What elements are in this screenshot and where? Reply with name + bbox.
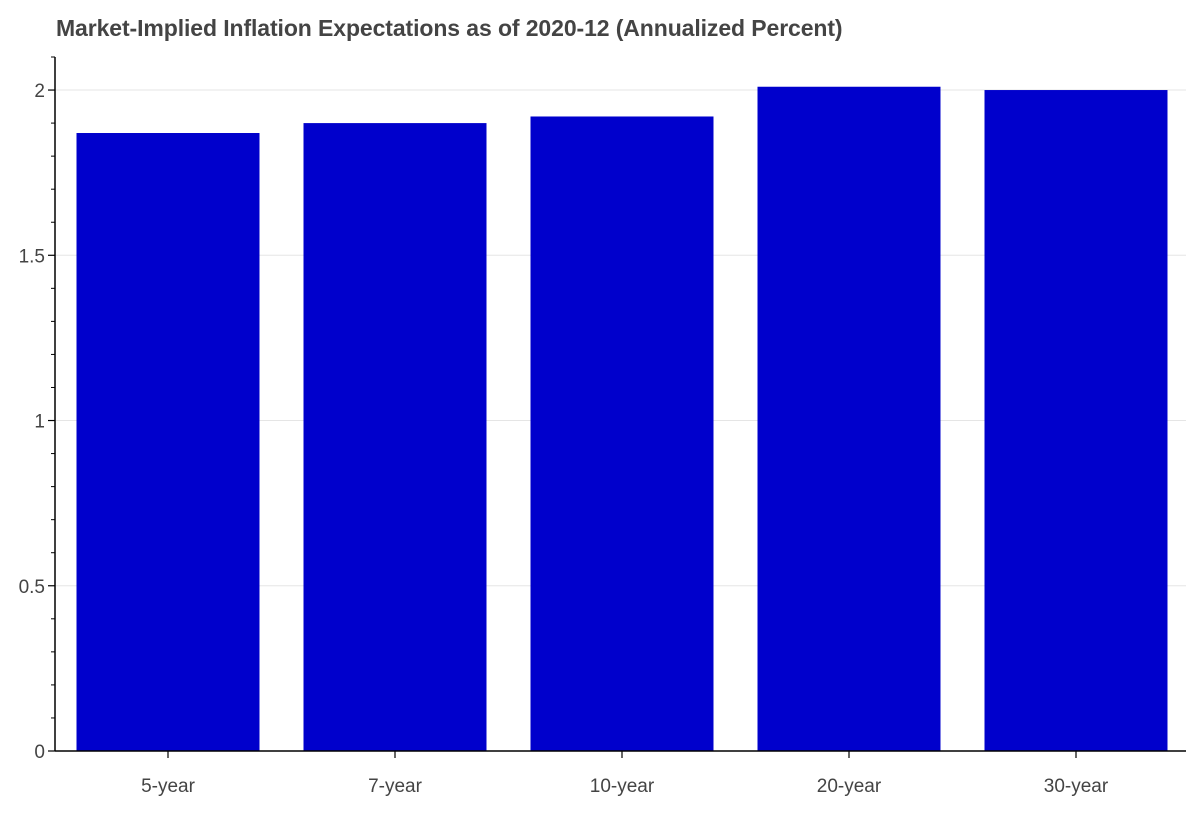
bar-7-year	[303, 123, 487, 752]
x-tick-label: 7-year	[368, 776, 423, 797]
x-tick-label: 10-year	[590, 776, 655, 797]
y-tick-label: 0.5	[19, 577, 45, 598]
y-tick-label: 0	[34, 742, 45, 763]
bar-30-year	[984, 90, 1168, 752]
x-tick-label: 30-year	[1044, 776, 1109, 797]
bar-10-year	[530, 116, 714, 751]
bars	[76, 86, 1168, 752]
y-tick-label: 1.5	[19, 246, 45, 267]
bar-5-year	[76, 133, 260, 751]
x-tick-label: 20-year	[817, 776, 882, 797]
axes	[48, 56, 1186, 758]
y-tick-label: 2	[34, 81, 45, 102]
chart-title: Market-Implied Inflation Expectations as…	[56, 15, 843, 41]
bar-20-year	[757, 86, 941, 751]
x-tick-label: 5-year	[141, 776, 196, 797]
y-tick-label: 1	[34, 412, 45, 433]
tick-labels: 0 0.5 1 1.5 2 5-year 7-year 10-year 20-year 30-ye…	[19, 81, 1109, 797]
